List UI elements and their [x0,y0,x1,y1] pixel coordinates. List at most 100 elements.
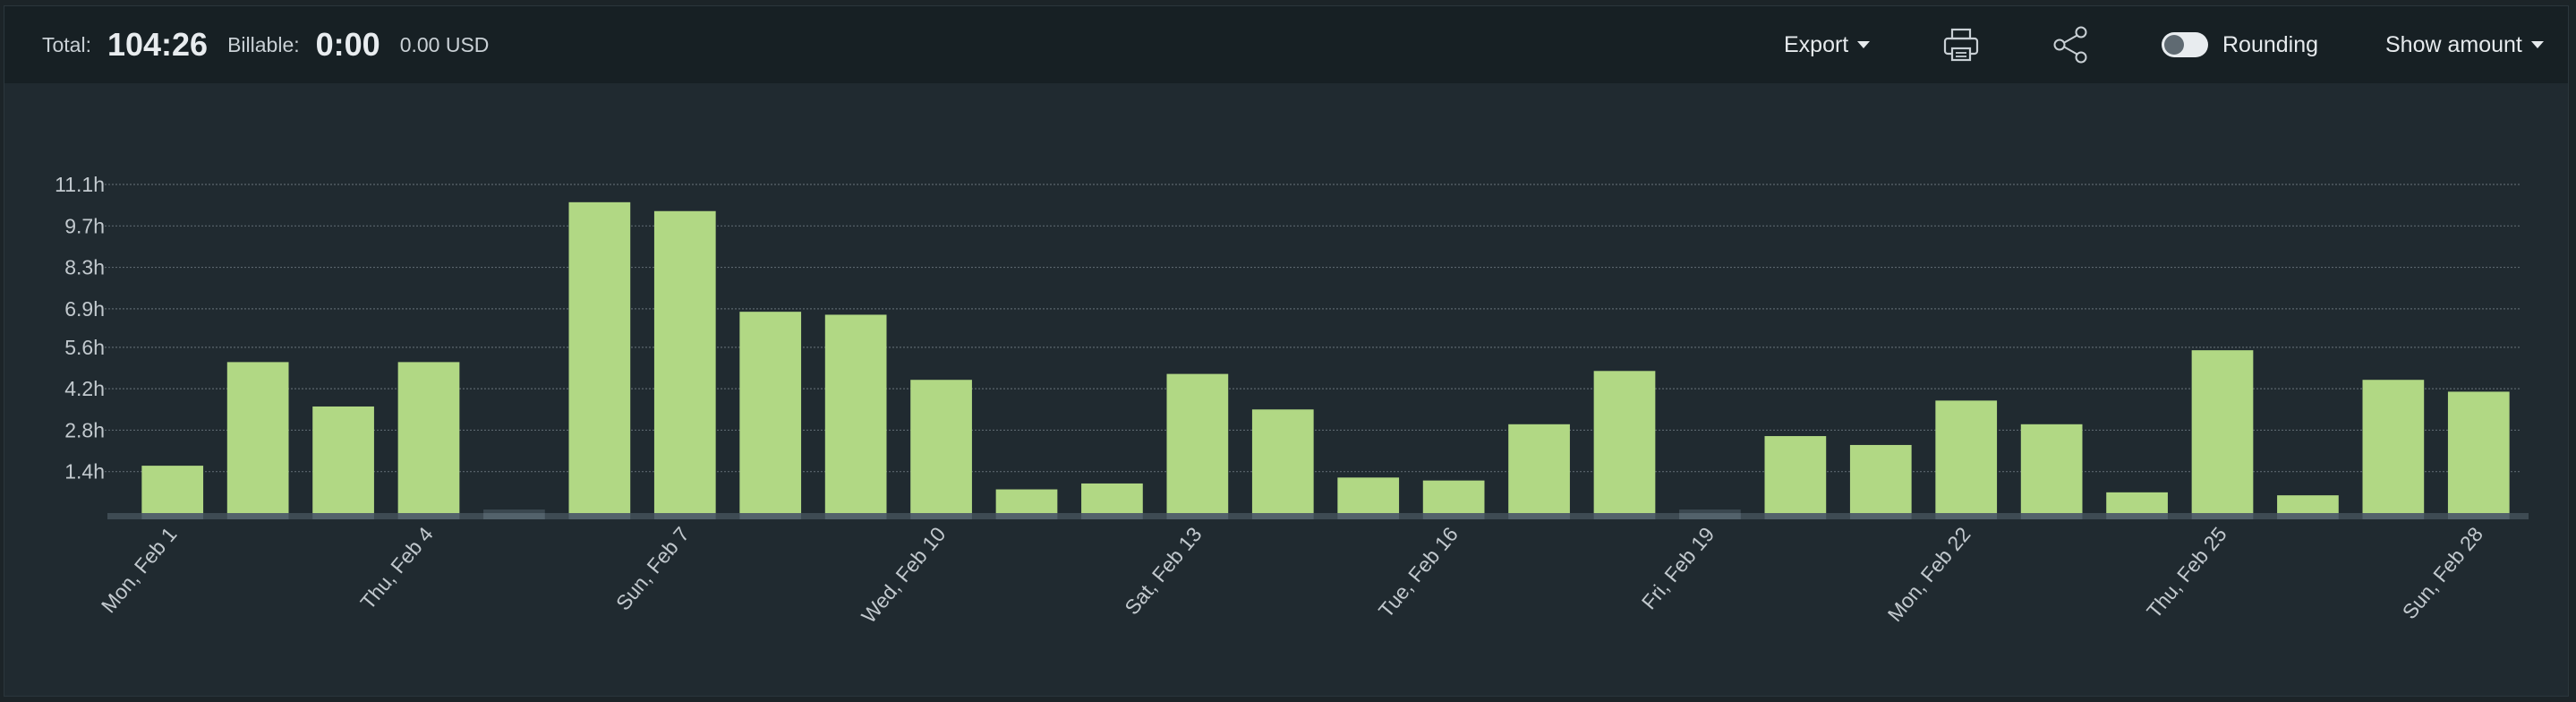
x-tick-label: Mon, Feb 1 [97,523,182,618]
bar[interactable] [739,312,802,513]
x-tick-label: Mon, Feb 22 [1883,523,1975,627]
print-button[interactable] [1942,6,1980,83]
y-tick-label: 1.4h [64,460,105,484]
bar-foot [2191,513,2254,519]
export-label: Export [1784,31,1849,57]
export-button[interactable]: Export [1784,6,1871,83]
bar[interactable] [1593,371,1656,513]
bar-foot [483,513,545,519]
bar[interactable] [1422,480,1485,513]
bar-foot [2277,513,2339,519]
total-value: 104:26 [107,26,209,63]
bar[interactable] [1081,483,1143,513]
bar[interactable] [1337,477,1400,513]
bar[interactable] [995,489,1058,513]
chart-grid [105,184,2521,473]
chevron-down-icon [2530,41,2544,48]
y-tick-label: 4.2h [64,377,105,400]
bar-foot [2106,513,2168,519]
billable-value: 0:00 [315,26,380,63]
bar-foot [1508,513,1570,519]
bar[interactable] [1935,400,1998,513]
y-tick-label: 9.7h [64,214,105,237]
show-amount-dropdown[interactable]: Show amount [2385,6,2544,83]
chevron-down-icon [1857,41,1871,48]
bar-foot [1337,513,1400,519]
share-button[interactable] [2051,6,2091,83]
report-panel: Total: 104:26 Billable: 0:00 0.00 USD Ex… [4,5,2569,697]
bar-foot [910,513,972,519]
total-label: Total: [42,32,91,56]
bar[interactable] [910,380,972,513]
bar[interactable] [2191,350,2254,513]
y-tick-label: 11.1h [55,173,105,196]
bar[interactable] [1764,436,1827,513]
bar[interactable] [1166,373,1229,513]
x-tick-label: Sun, Feb 28 [2398,523,2487,624]
billable-label: Billable: [227,32,300,56]
rounding-switch[interactable] [2162,32,2208,57]
bar-foot [1593,513,1656,519]
x-axis-baseline [107,513,2529,519]
bar[interactable] [226,362,289,513]
bar-foot [568,513,631,519]
bar[interactable] [1251,409,1314,513]
bar-foot [2362,513,2425,519]
bar-foot [397,513,460,519]
bar-empty[interactable] [483,509,545,513]
x-tick-label: Fri, Feb 19 [1637,523,1719,614]
bar[interactable] [2447,391,2510,513]
x-tick-label: Sun, Feb 7 [611,523,694,615]
printer-icon [1943,28,1979,62]
bar[interactable] [653,210,716,513]
billable-amount: 0.00 USD [399,32,490,56]
bar[interactable] [397,362,460,513]
bar-foot [739,513,802,519]
bar-foot [824,513,887,519]
bar-foot [2020,513,2083,519]
y-tick-label: 2.8h [64,418,105,441]
y-tick-label: 8.3h [64,256,105,279]
bar-foot [995,513,1058,519]
bar-foot [1166,513,1229,519]
rounding-toggle[interactable]: Rounding [2162,6,2318,83]
show-amount-label: Show amount [2385,31,2522,57]
toggle-knob [2164,35,2184,55]
x-tick-label: Thu, Feb 25 [2142,523,2231,623]
summary-toolbar: Total: 104:26 Billable: 0:00 0.00 USD Ex… [4,6,2568,83]
bar[interactable] [568,201,631,514]
bar-foot [141,513,204,519]
bar-foot [653,513,716,519]
x-tick-label: Tue, Feb 16 [1374,523,1463,622]
bar-foot [226,513,289,519]
bar[interactable] [1849,444,1912,513]
share-icon [2053,26,2087,64]
bar-foot [1422,513,1485,519]
x-tick-label: Sat, Feb 13 [1120,523,1206,620]
daily-hours-bar-chart: 1.4h 2.8h 4.2h 5.6h 6.9h 8.3h 9.7h 11.1h Mon, F… [55,173,2529,628]
bar-foot [312,513,374,519]
bar-empty[interactable] [1679,509,1741,513]
bar[interactable] [2277,495,2339,513]
bar[interactable] [2020,424,2083,513]
rounding-label: Rounding [2222,31,2319,57]
bar[interactable] [2362,380,2425,513]
totals-summary: Total: 104:26 Billable: 0:00 0.00 USD [42,6,489,83]
bar[interactable] [312,406,374,513]
bar[interactable] [2106,492,2168,513]
chart-bars [141,201,2510,514]
x-axis: Mon, Feb 1 Thu, Feb 4 Sun, Feb 7 Wed, Feb 1… [97,522,2487,627]
x-tick-label: Wed, Feb 10 [857,523,950,628]
bar-foot [1935,513,1998,519]
y-tick-label: 6.9h [64,297,105,321]
bar-foot [2447,513,2510,519]
bar[interactable] [824,314,887,513]
bar-foot [1081,513,1143,519]
bar[interactable] [1508,424,1570,513]
y-tick-label: 5.6h [64,336,105,359]
bar-foot [1764,513,1827,519]
baseline-strip [107,513,2529,519]
bar-foot [1251,513,1314,519]
bar-foot [1679,513,1741,519]
bar[interactable] [141,466,204,513]
